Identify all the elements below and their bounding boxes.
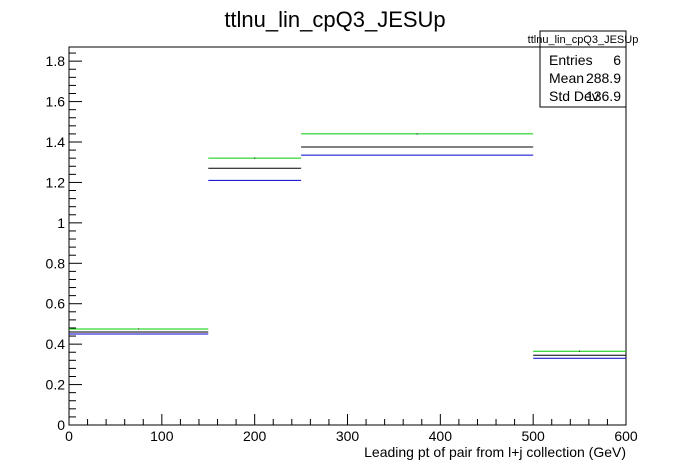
series-2	[69, 154, 626, 359]
series-layer	[69, 133, 626, 359]
stats-stddev-label: Std Dev	[549, 88, 599, 104]
y-tick-label: 1.8	[46, 53, 66, 69]
series-0	[69, 133, 626, 352]
x-tick-label: 300	[336, 428, 360, 444]
x-tick-label: 500	[521, 428, 545, 444]
y-tick-label: 1.4	[46, 134, 66, 150]
series-1	[69, 146, 626, 356]
x-tick-label: 0	[65, 428, 73, 444]
y-tick-label: 1	[57, 215, 65, 231]
x-axis: 0 100 200 300 400 500 600	[65, 414, 638, 444]
x-tick-label: 400	[429, 428, 453, 444]
stats-box: ttlnu_lin_cpQ3_JESUp Entries 6 Mean 288.…	[528, 30, 639, 108]
x-tick-label: 600	[614, 428, 638, 444]
x-tick-label: 200	[243, 428, 267, 444]
stats-stddev-value: 136.9	[586, 88, 621, 104]
stats-entries-value: 6	[613, 52, 621, 68]
y-tick-label: 0.6	[46, 296, 66, 312]
stats-mean-label: Mean	[549, 70, 584, 86]
y-tick-label: 1.6	[46, 94, 66, 110]
y-tick-label: 0.4	[46, 336, 66, 352]
y-tick-label: 0.8	[46, 255, 66, 271]
stats-box-title: ttlnu_lin_cpQ3_JESUp	[528, 34, 639, 46]
y-axis: 0 0.2 0.4 0.6 0.8 1 1.2 1.4 1.6 1.8	[46, 52, 82, 433]
y-tick-label: 1.2	[46, 174, 66, 190]
y-tick-label: 0.2	[46, 377, 66, 393]
stats-entries-label: Entries	[549, 52, 593, 68]
x-tick-label: 100	[150, 428, 174, 444]
y-tick-label: 0	[57, 417, 65, 433]
stats-box-frame	[539, 30, 627, 108]
stats-mean-value: 288.9	[586, 70, 621, 86]
chart-title: ttlnu_lin_cpQ3_JESUp	[224, 7, 445, 32]
x-axis-title: Leading pt of pair from l+j collection (…	[364, 444, 626, 460]
